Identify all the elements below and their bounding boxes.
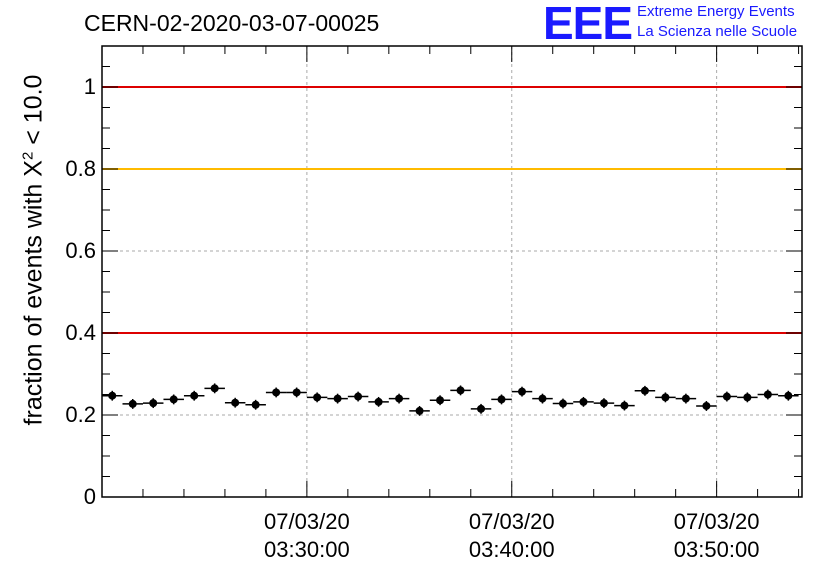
data-point [333,394,342,403]
data-point [415,406,424,415]
data-point [681,394,690,403]
data-point [108,391,117,400]
data-point [477,404,486,413]
x-tick-time: 03:30:00 [264,537,350,562]
data-point [395,394,404,403]
data-point [599,399,608,408]
y-tick-label: 0.2 [65,402,96,427]
data-point [251,400,260,409]
data-point [354,392,363,401]
data-point [743,393,752,402]
data-point [374,397,383,406]
data-point [558,399,567,408]
y-tick-label: 1 [83,74,96,99]
logo-line-2: La Scienza nelle Scuole [637,23,798,40]
data-point [456,386,465,395]
x-tick-time: 03:50:00 [673,537,760,562]
data-point [722,392,731,401]
data-point [640,386,649,395]
x-tick-time: 03:40:00 [468,537,555,562]
data-point [436,396,445,405]
data-point [210,384,219,393]
data-point [763,390,772,399]
logo-line-1: Extreme Energy Events [637,3,795,20]
data-point [661,393,670,402]
y-tick-label: 0.6 [65,238,96,263]
data-point [169,395,178,404]
x-tick-date: 07/03/20 [468,509,555,534]
x-tick-date: 07/03/20 [673,509,760,534]
data-point [128,399,137,408]
data-point [518,387,526,396]
data-point [497,395,506,404]
data-point [231,398,240,407]
data-point [538,394,547,403]
y-tick-label: 0.4 [65,320,96,345]
data-point [149,399,158,408]
data-point [579,397,588,406]
x-tick-label: 07/03/20 03:50:00 [647,508,787,564]
data-point [272,388,281,397]
data-point [292,388,301,397]
y-tick-label: 0 [83,484,96,509]
x-tick-date: 07/03/20 [264,509,350,534]
chart-title: CERN-02-2020-03-07-00025 [84,10,380,36]
data-point [784,391,793,400]
x-tick-label: 07/03/20 03:30:00 [237,508,377,564]
data-point [313,393,322,402]
y-tick-label: 0.8 [65,156,96,181]
data-point [702,401,711,410]
data-point [620,401,629,410]
data-point [190,391,199,400]
plot-frame [101,45,803,498]
eee-logo: EEE [543,0,633,49]
x-tick-label: 07/03/20 03:40:00 [442,508,582,564]
